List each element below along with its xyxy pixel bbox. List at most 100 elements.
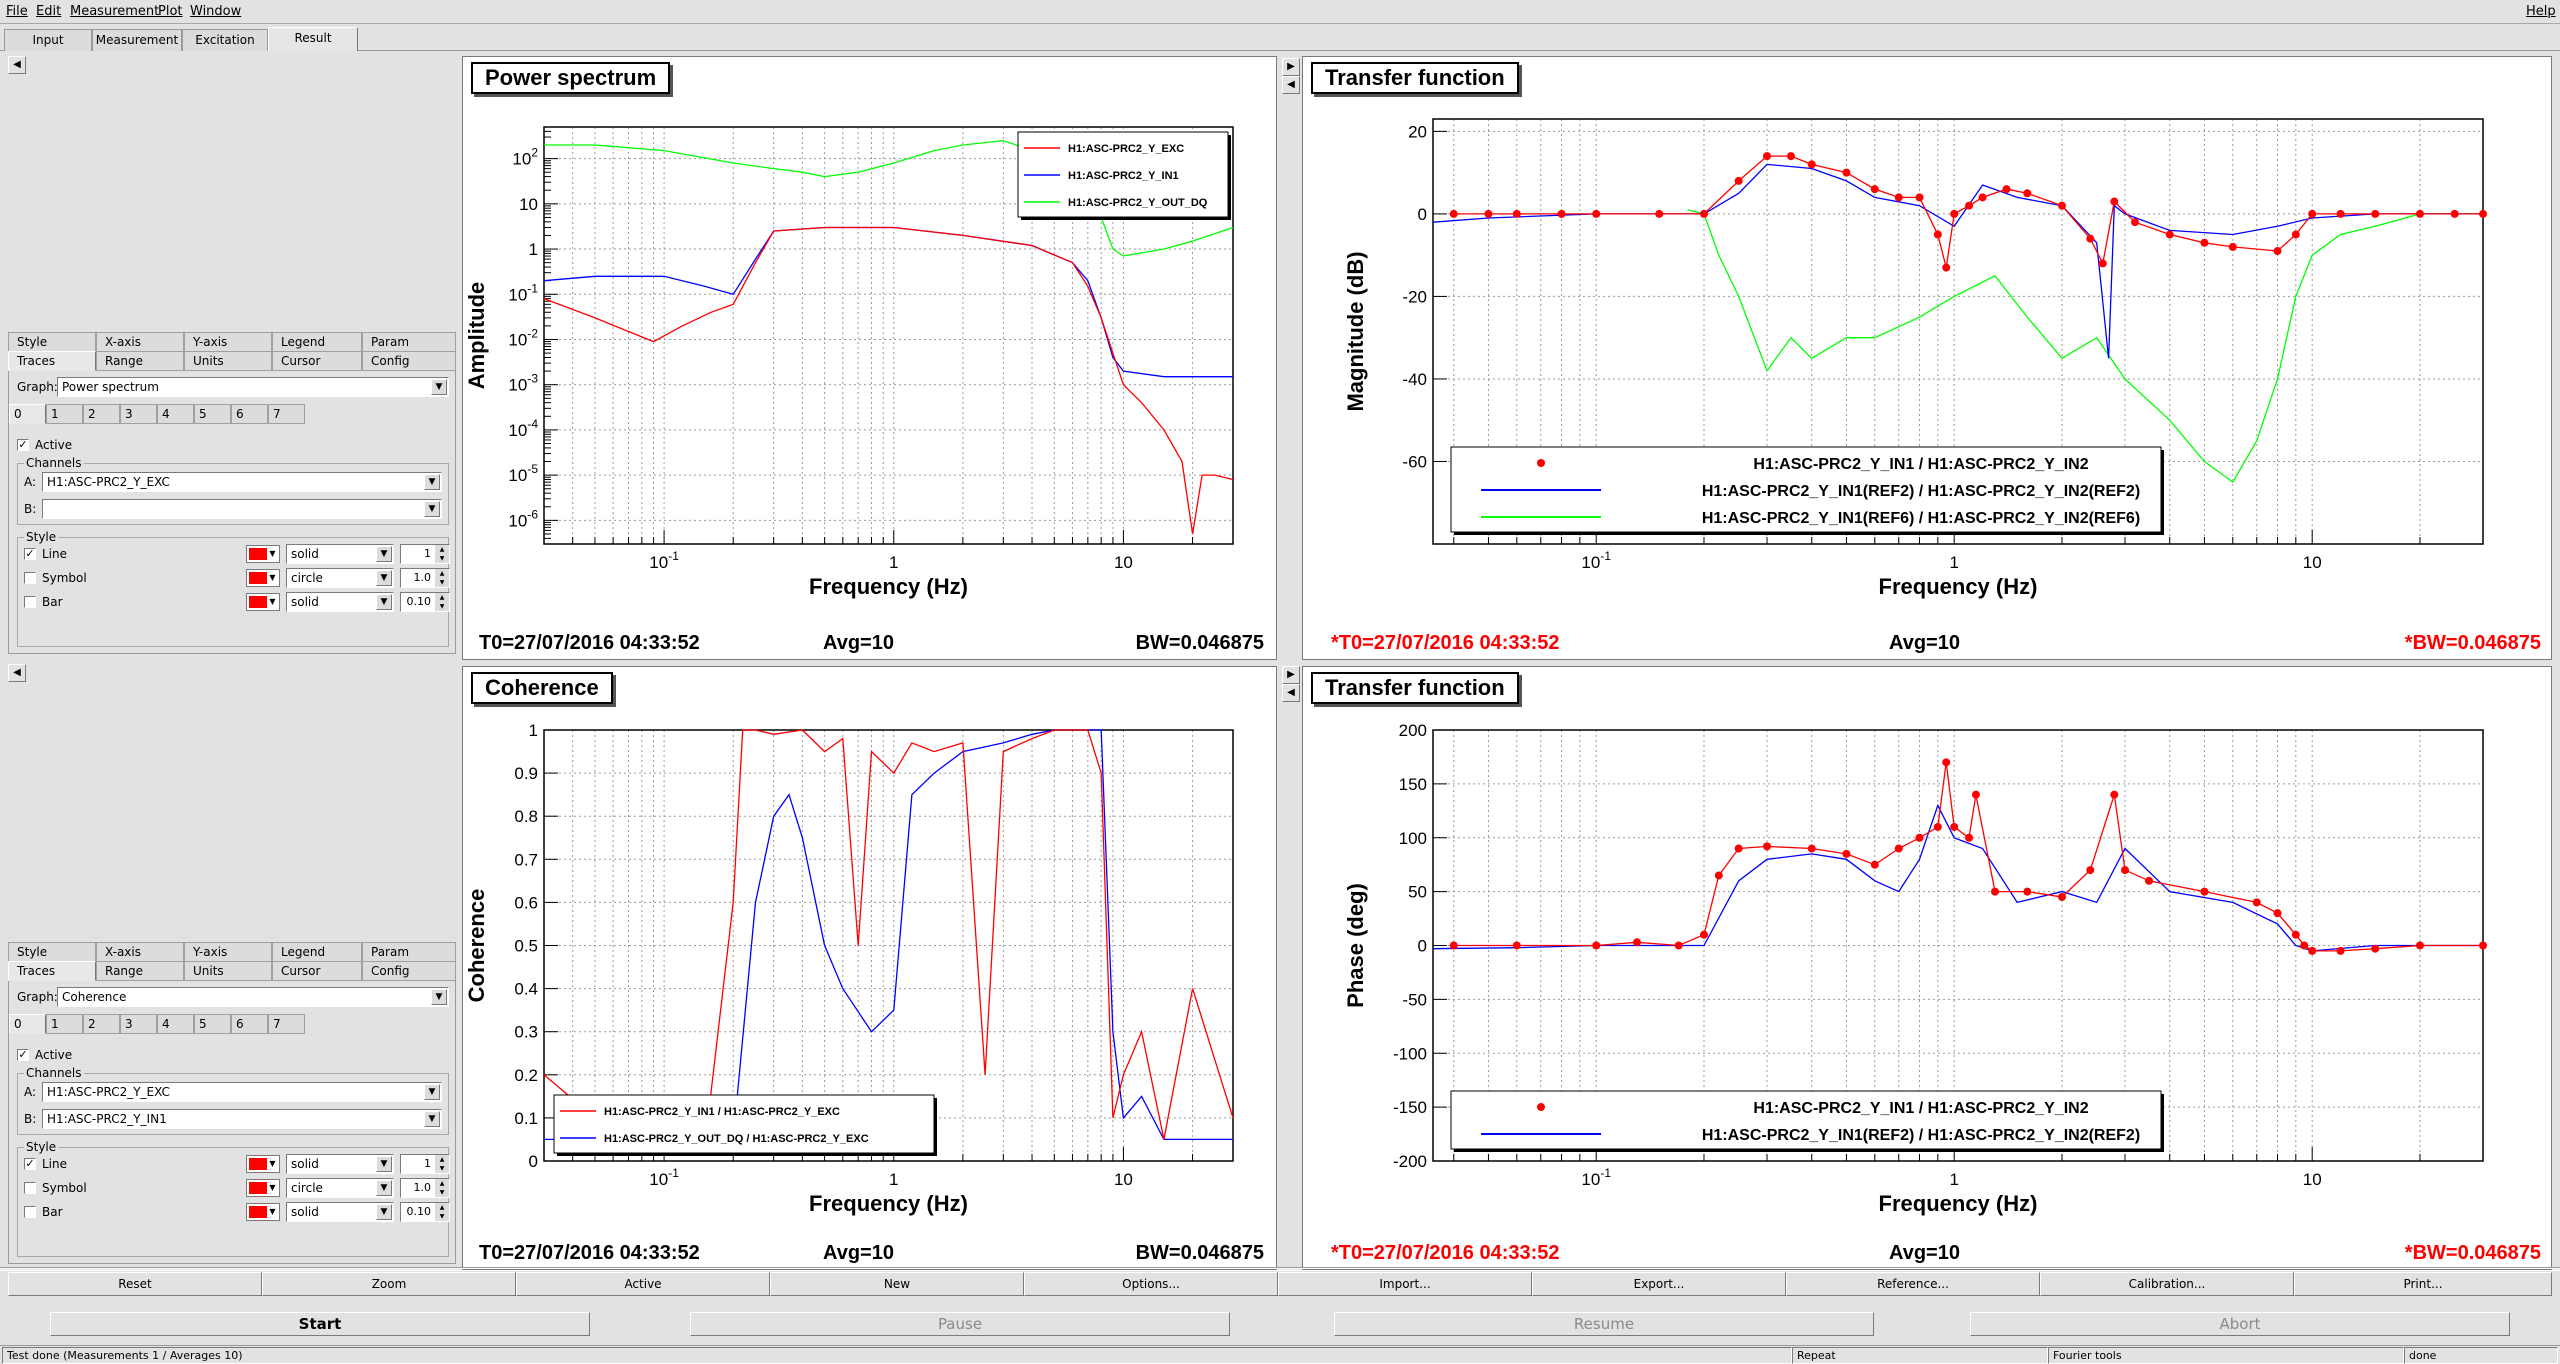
trace-tab-1[interactable]: 1 [46, 404, 83, 424]
subtab-traces[interactable]: Traces [8, 351, 96, 371]
menu-plot[interactable]: Plot [158, 3, 183, 20]
subtab-range[interactable]: Range [96, 351, 184, 371]
trace-tab-0[interactable]: 0 [9, 1014, 46, 1034]
line-width-spinner[interactable]: 1 ▲ ▼ [400, 1154, 450, 1174]
subtab-range[interactable]: Range [96, 961, 184, 981]
bar-width-spinner[interactable]: 0.10 ▲ ▼ [400, 592, 450, 612]
subtab-cursor[interactable]: Cursor [272, 351, 362, 371]
trace-tab-2[interactable]: 2 [83, 1014, 120, 1034]
bar-width-spinner[interactable]: 0.10 ▲ ▼ [400, 1202, 450, 1222]
options-button[interactable]: Options... [1024, 1272, 1278, 1296]
trace-tab-6[interactable]: 6 [231, 404, 268, 424]
trace-tab-5[interactable]: 5 [194, 1014, 231, 1034]
trace-tab-5[interactable]: 5 [194, 404, 231, 424]
chart-transfer-phase[interactable]: 10-1 1 10 200 150 100 50 0 -50 -100 -150 -200 Freque… [1303, 667, 2552, 1270]
chart-coherence[interactable]: 10-1 1 10 1 0.9 0.8 0.7 0.6 0.5 0.4 0.3 0.2 0.1 0 Freq… [463, 667, 1277, 1270]
subtab-legend[interactable]: Legend [272, 942, 362, 962]
channel-b-select[interactable]: ▼ [42, 499, 442, 519]
plot-coherence[interactable]: 10-1 1 10 1 0.9 0.8 0.7 0.6 0.5 0.4 0.3 0.2 0.1 0 Freq… [462, 666, 1277, 1270]
abort-button[interactable]: Abort [1970, 1312, 2510, 1336]
bar-color-picker[interactable]: ▼ [246, 1203, 280, 1221]
graph-select[interactable]: Coherence ▼ [57, 987, 449, 1007]
channel-a-select[interactable]: H1:ASC-PRC2_Y_EXC ▼ [42, 472, 442, 492]
menu-edit[interactable]: Edit [36, 3, 61, 20]
symbol-style-select[interactable]: circle ▼ [286, 1178, 394, 1198]
subtab-y-axis[interactable]: Y-axis [184, 942, 272, 962]
reference-button[interactable]: Reference... [1786, 1272, 2040, 1296]
trace-tab-7[interactable]: 7 [268, 1014, 305, 1034]
subtab-units[interactable]: Units [184, 351, 272, 371]
symbol-size-spinner[interactable]: 1.0 ▲ ▼ [400, 1178, 450, 1198]
graph-select[interactable]: Power spectrum ▼ [57, 377, 449, 397]
subtab-legend[interactable]: Legend [272, 332, 362, 352]
line-width-spinner[interactable]: 1 ▲ ▼ [400, 544, 450, 564]
active-checkbox[interactable]: ✓ [17, 1048, 29, 1061]
subtab-style[interactable]: Style [8, 332, 96, 352]
menu-measurement[interactable]: Measurement [70, 3, 159, 20]
collapse-left-icon[interactable]: ◀ [8, 664, 26, 682]
pause-button[interactable]: Pause [690, 1312, 1230, 1336]
line-checkbox[interactable]: ✓ [24, 1157, 36, 1170]
bar-checkbox[interactable] [24, 596, 36, 608]
move-left-icon[interactable]: ◀ [1282, 76, 1300, 94]
line-color-picker[interactable]: ▼ [246, 545, 280, 563]
collapse-left-icon[interactable]: ◀ [8, 56, 26, 74]
subtab-units[interactable]: Units [184, 961, 272, 981]
move-left-icon[interactable]: ◀ [1282, 684, 1300, 702]
line-style-select[interactable]: solid ▼ [286, 544, 394, 564]
subtab-config[interactable]: Config [362, 961, 456, 981]
subtab-config[interactable]: Config [362, 351, 456, 371]
symbol-checkbox[interactable] [24, 1182, 36, 1194]
print-button[interactable]: Print... [2294, 1272, 2552, 1296]
menu-window[interactable]: Window [190, 3, 241, 20]
trace-tab-2[interactable]: 2 [83, 404, 120, 424]
trace-tab-7[interactable]: 7 [268, 404, 305, 424]
subtab-cursor[interactable]: Cursor [272, 961, 362, 981]
move-right-icon[interactable]: ▶ [1282, 58, 1300, 76]
channel-b-select[interactable]: H1:ASC-PRC2_Y_IN1 ▼ [42, 1109, 442, 1129]
symbol-color-picker[interactable]: ▼ [246, 569, 280, 587]
subtab-style[interactable]: Style [8, 942, 96, 962]
bar-checkbox[interactable] [24, 1206, 36, 1218]
new-button[interactable]: New [770, 1272, 1024, 1296]
bar-style-select[interactable]: solid ▼ [286, 1202, 394, 1222]
symbol-style-select[interactable]: circle ▼ [286, 568, 394, 588]
chart-transfer-magnitude[interactable]: 10-1 1 10 20 0 -20 -40 -60 Frequency (Hz) Magnitu… [1303, 57, 2552, 660]
move-right-icon[interactable]: ▶ [1282, 666, 1300, 684]
menu-file[interactable]: File [6, 3, 28, 20]
line-style-select[interactable]: solid ▼ [286, 1154, 394, 1174]
chart-power-spectrum[interactable]: 10-1 1 10 102 10 1 10-1 10-2 10-3 10-4 10-5 10-6 Fre… [463, 57, 1277, 660]
start-button[interactable]: Start [50, 1312, 590, 1336]
tab-input[interactable]: Input [4, 29, 92, 51]
tab-measurement[interactable]: Measurement [92, 29, 182, 51]
active-checkbox[interactable]: ✓ [17, 438, 29, 451]
symbol-size-spinner[interactable]: 1.0 ▲ ▼ [400, 568, 450, 588]
trace-tab-4[interactable]: 4 [157, 404, 194, 424]
bar-style-select[interactable]: solid ▼ [286, 592, 394, 612]
export-button[interactable]: Export... [1532, 1272, 1786, 1296]
tab-result[interactable]: Result [268, 27, 358, 51]
subtab-traces[interactable]: Traces [8, 961, 96, 981]
line-color-picker[interactable]: ▼ [246, 1155, 280, 1173]
tab-excitation[interactable]: Excitation [182, 29, 268, 51]
plot-transfer-phase[interactable]: 10-1 1 10 200 150 100 50 0 -50 -100 -150 -200 Freque… [1302, 666, 2552, 1270]
active-button[interactable]: Active [516, 1272, 770, 1296]
trace-tab-0[interactable]: 0 [9, 404, 46, 424]
calibration-button[interactable]: Calibration... [2040, 1272, 2294, 1296]
zoom-button[interactable]: Zoom [262, 1272, 516, 1296]
line-checkbox[interactable]: ✓ [24, 547, 36, 560]
symbol-color-picker[interactable]: ▼ [246, 1179, 280, 1197]
subtab-x-axis[interactable]: X-axis [96, 332, 184, 352]
plot-power-spectrum[interactable]: 10-1 1 10 102 10 1 10-1 10-2 10-3 10-4 10-5 10-6 Fre… [462, 56, 1277, 660]
trace-tab-1[interactable]: 1 [46, 1014, 83, 1034]
symbol-checkbox[interactable] [24, 572, 36, 584]
plot-transfer-magnitude[interactable]: 10-1 1 10 20 0 -20 -40 -60 Frequency (Hz) Magnitu… [1302, 56, 2552, 660]
subtab-y-axis[interactable]: Y-axis [184, 332, 272, 352]
import-button[interactable]: Import... [1278, 1272, 1532, 1296]
trace-tab-3[interactable]: 3 [120, 404, 157, 424]
menu-help[interactable]: Help [2526, 3, 2556, 20]
reset-button[interactable]: Reset [8, 1272, 262, 1296]
trace-tab-4[interactable]: 4 [157, 1014, 194, 1034]
trace-tab-3[interactable]: 3 [120, 1014, 157, 1034]
channel-a-select[interactable]: H1:ASC-PRC2_Y_EXC ▼ [42, 1082, 442, 1102]
